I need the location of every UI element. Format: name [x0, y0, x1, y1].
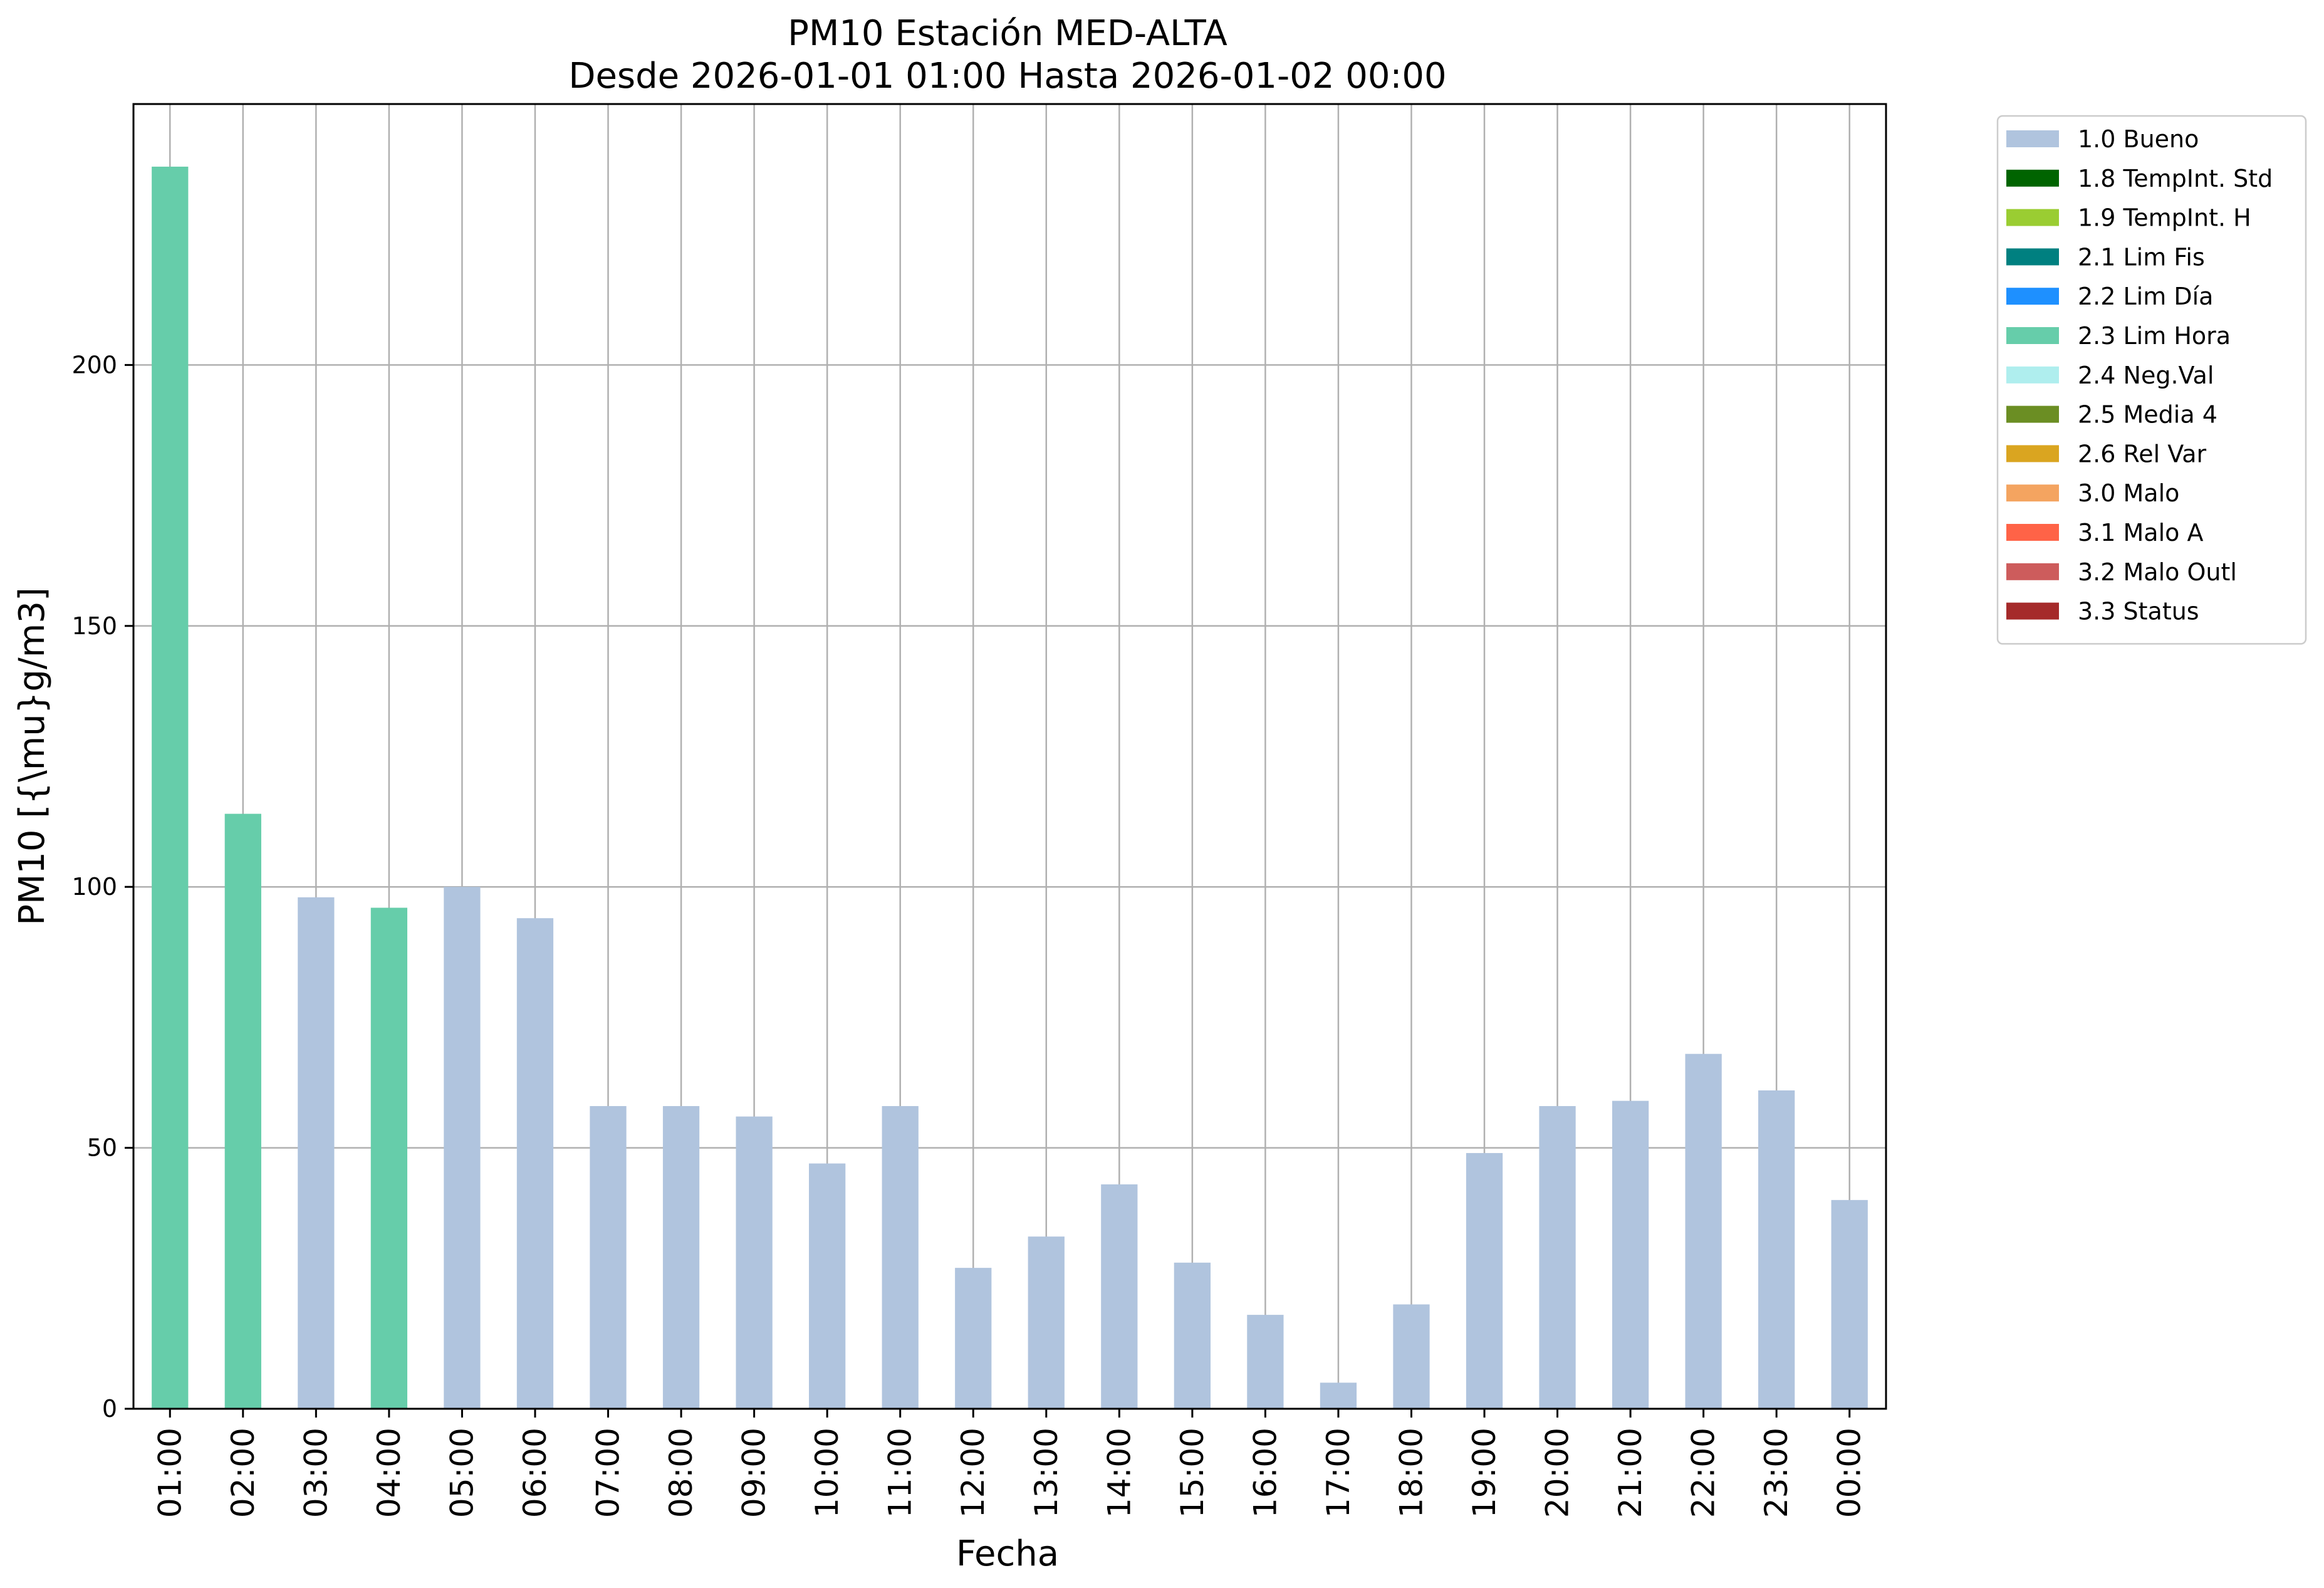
- bar: [955, 1268, 992, 1409]
- legend-label: 1.8 TempInt. Std: [2078, 165, 2273, 192]
- bar: [1831, 1199, 1868, 1409]
- legend-swatch: [2006, 288, 2059, 305]
- legend-label: 2.3 Lim Hora: [2078, 322, 2231, 350]
- legend-swatch: [2006, 563, 2059, 580]
- x-tick-label: 15:00: [1174, 1428, 1211, 1518]
- bar: [298, 897, 335, 1409]
- chart-title: PM10 Estación MED-ALTA: [788, 13, 1227, 54]
- x-tick-label: 10:00: [809, 1428, 845, 1518]
- x-tick-label: 14:00: [1101, 1428, 1137, 1518]
- bar: [662, 1105, 700, 1409]
- legend-label: 3.2 Malo Outl: [2078, 558, 2237, 586]
- y-tick-label: 50: [87, 1134, 117, 1162]
- bar: [224, 813, 261, 1409]
- legend-label: 2.1 Lim Fis: [2078, 243, 2205, 271]
- bar: [590, 1105, 627, 1409]
- legend-swatch: [2006, 405, 2059, 423]
- legend-swatch: [2006, 484, 2059, 502]
- legend-swatch: [2006, 169, 2059, 187]
- legend-swatch: [2006, 130, 2059, 147]
- bar: [1393, 1304, 1430, 1409]
- legend-label: 2.6 Rel Var: [2078, 440, 2207, 468]
- x-tick-label: 09:00: [736, 1428, 773, 1518]
- x-axis-label: Fecha: [956, 1533, 1059, 1574]
- bar: [1101, 1184, 1138, 1409]
- y-axis-label: PM10 [{\mu}g/m3]: [12, 587, 53, 926]
- bar: [444, 887, 481, 1409]
- legend: 1.0 Bueno 1.8 TempInt. Std 1.9 TempInt. H 2…: [1996, 115, 2307, 645]
- x-tick-label: 19:00: [1466, 1428, 1503, 1518]
- y-tick-label: 100: [71, 873, 117, 901]
- legend-label: 3.0 Malo: [2078, 479, 2179, 507]
- bar: [1320, 1382, 1357, 1409]
- bar: [882, 1105, 919, 1409]
- x-tick-label: 13:00: [1028, 1428, 1065, 1518]
- legend-box: [1996, 115, 2307, 645]
- chart-subtitle: Desde 2026-01-01 01:00 Hasta 2026-01-02 …: [568, 56, 1446, 97]
- legend-swatch: [2006, 209, 2059, 226]
- x-tick-label: 05:00: [444, 1428, 480, 1518]
- bar: [1247, 1315, 1284, 1409]
- legend-label: 1.9 TempInt. H: [2078, 204, 2251, 232]
- bar: [1612, 1100, 1649, 1409]
- y-tick-label: 200: [71, 351, 117, 379]
- bars: [152, 166, 1868, 1409]
- bar: [370, 907, 408, 1409]
- legend-label: 2.2 Lim Día: [2078, 283, 2213, 310]
- bar: [1758, 1090, 1795, 1409]
- x-tick-label: 17:00: [1320, 1428, 1357, 1518]
- legend-label: 3.3 Status: [2078, 598, 2199, 625]
- legend-swatch: [2006, 445, 2059, 462]
- bar: [152, 166, 189, 1409]
- legend-swatch: [2006, 327, 2059, 344]
- x-tick-label: 03:00: [298, 1428, 334, 1518]
- bar: [1466, 1152, 1503, 1409]
- bar: [1028, 1236, 1065, 1409]
- bar: [1174, 1262, 1211, 1409]
- x-tick-label: 08:00: [663, 1428, 699, 1518]
- bar: [1539, 1105, 1576, 1409]
- x-tick-label: 06:00: [517, 1428, 553, 1518]
- x-tick-label: 07:00: [590, 1428, 627, 1518]
- legend-label: 2.5 Media 4: [2078, 401, 2217, 429]
- legend-swatch: [2006, 524, 2059, 541]
- y-tick-label: 150: [71, 612, 117, 640]
- legend-swatch: [2006, 366, 2059, 384]
- x-tick-label: 12:00: [955, 1428, 991, 1518]
- x-tick-label: 01:00: [152, 1428, 188, 1518]
- legend-label: 2.4 Neg.Val: [2078, 362, 2214, 389]
- bar: [736, 1116, 773, 1409]
- x-tick-label: 16:00: [1247, 1428, 1283, 1518]
- x-tick-label: 22:00: [1686, 1428, 1722, 1518]
- y-axis-ticks: 0 50 100 150 200: [71, 351, 133, 1423]
- x-tick-label: 21:00: [1612, 1428, 1649, 1518]
- legend-label: 1.0 Bueno: [2078, 125, 2199, 153]
- x-tick-label: 11:00: [882, 1428, 919, 1518]
- x-tick-label: 18:00: [1393, 1428, 1429, 1518]
- legend-label: 3.1 Malo A: [2078, 519, 2203, 546]
- plot-frame: [132, 103, 1887, 1410]
- bar: [516, 918, 554, 1409]
- x-tick-label: 20:00: [1540, 1428, 1576, 1518]
- x-tick-label: 02:00: [225, 1428, 261, 1518]
- x-tick-label: 00:00: [1832, 1428, 1868, 1518]
- bar: [1685, 1053, 1722, 1409]
- x-tick-label: 04:00: [371, 1428, 407, 1518]
- bar: [809, 1163, 846, 1409]
- x-axis-ticks: 01:00 02:00 03:00 04:00 05:00 06:00 07:00 08:00…: [152, 1409, 1868, 1518]
- legend-swatch: [2006, 602, 2059, 620]
- x-tick-label: 23:00: [1758, 1428, 1795, 1518]
- y-tick-label: 0: [102, 1395, 117, 1423]
- legend-swatch: [2006, 248, 2059, 266]
